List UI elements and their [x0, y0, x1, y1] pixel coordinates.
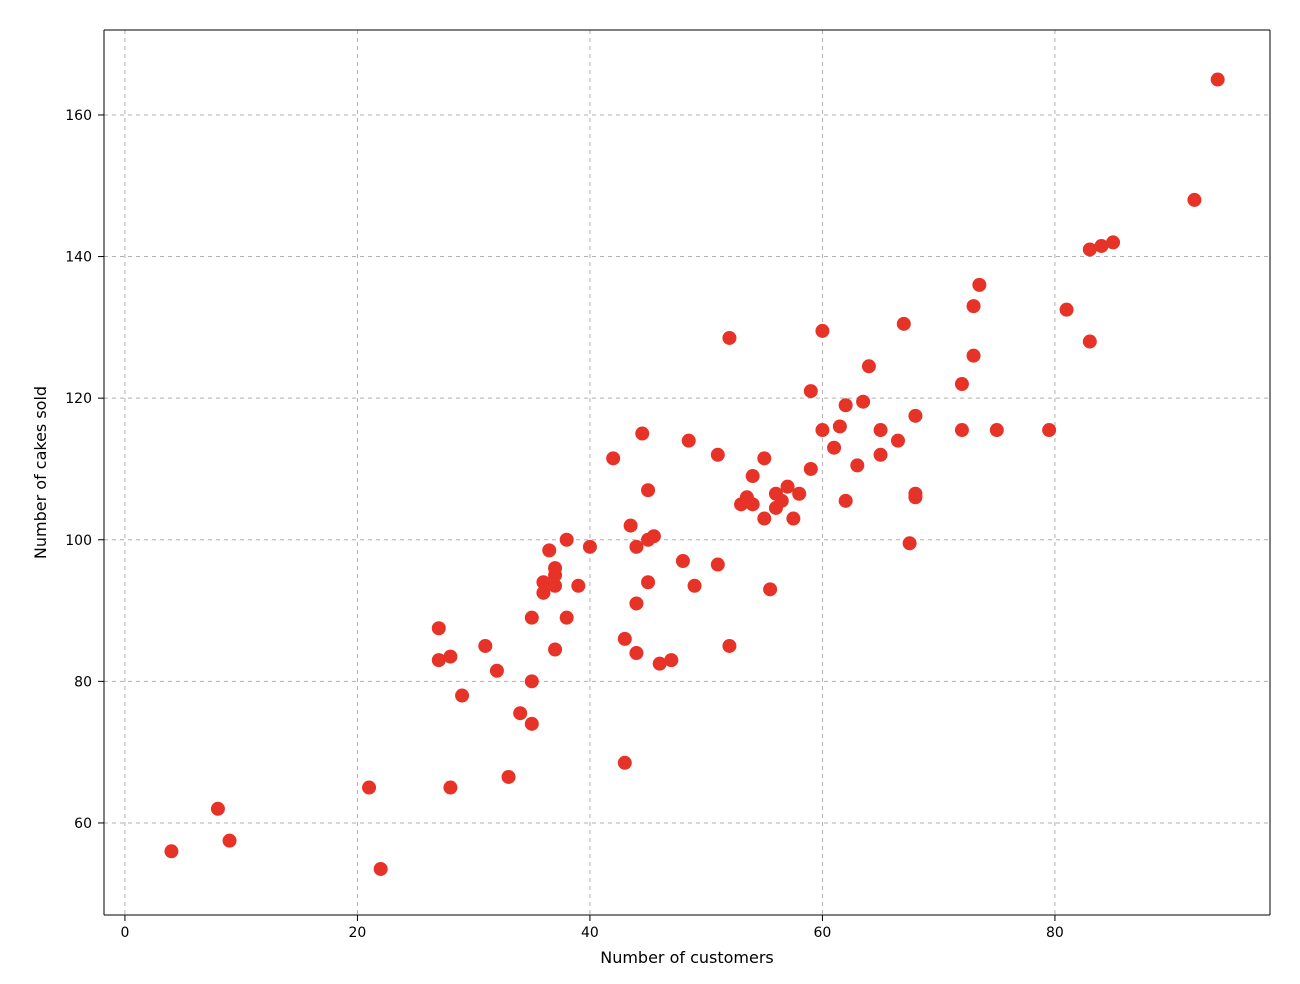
y-tick-label: 140 — [65, 250, 92, 266]
scatter-point — [711, 448, 725, 462]
scatter-point — [804, 384, 818, 398]
scatter-point — [478, 639, 492, 653]
scatter-point — [815, 423, 829, 437]
scatter-point — [624, 519, 638, 533]
scatter-point — [1083, 335, 1097, 349]
chart-svg: 0 20 40 60 80 60 80 100 120 140 160 Number of custo… — [0, 0, 1300, 984]
y-tick-label: 60 — [74, 816, 92, 832]
x-tick-label: 0 — [120, 925, 129, 941]
scatter-point — [967, 349, 981, 363]
scatter-point — [874, 448, 888, 462]
scatter-point — [955, 423, 969, 437]
scatter-point — [792, 487, 806, 501]
scatter-point — [908, 487, 922, 501]
scatter-point — [618, 756, 632, 770]
scatter-point — [223, 834, 237, 848]
scatter-point — [629, 646, 643, 660]
scatter-point — [891, 434, 905, 448]
scatter-point — [850, 458, 864, 472]
scatter-point — [164, 844, 178, 858]
scatter-point — [839, 398, 853, 412]
scatter-point — [542, 543, 556, 557]
scatter-point — [362, 781, 376, 795]
scatter-point — [560, 533, 574, 547]
scatter-point — [629, 540, 643, 554]
x-tick-label: 80 — [1046, 925, 1064, 941]
scatter-point — [839, 494, 853, 508]
scatter-point — [972, 278, 986, 292]
scatter-point — [571, 579, 585, 593]
scatter-point — [606, 451, 620, 465]
scatter-point — [722, 639, 736, 653]
scatter-point — [903, 536, 917, 550]
scatter-point — [746, 469, 760, 483]
scatter-point — [897, 317, 911, 331]
scatter-point — [804, 462, 818, 476]
scatter-point — [856, 395, 870, 409]
y-axis-label: Number of cakes sold — [31, 386, 50, 559]
scatter-point — [525, 717, 539, 731]
scatter-point — [862, 359, 876, 373]
scatter-point — [647, 529, 661, 543]
scatter-point — [955, 377, 969, 391]
scatter-point — [560, 611, 574, 625]
scatter-point — [786, 512, 800, 526]
scatter-point — [1042, 423, 1056, 437]
scatter-point — [664, 653, 678, 667]
scatter-point — [525, 674, 539, 688]
scatter-point — [1187, 193, 1201, 207]
y-tick-label: 160 — [65, 108, 92, 124]
scatter-point — [775, 494, 789, 508]
scatter-point — [676, 554, 690, 568]
scatter-point — [502, 770, 516, 784]
scatter-point — [827, 441, 841, 455]
y-tick-label: 100 — [65, 533, 92, 549]
scatter-point — [908, 409, 922, 423]
scatter-point — [781, 480, 795, 494]
scatter-point — [432, 621, 446, 635]
scatter-point — [1106, 235, 1120, 249]
scatter-point — [641, 575, 655, 589]
scatter-point — [455, 689, 469, 703]
scatter-chart: 0 20 40 60 80 60 80 100 120 140 160 Number of custo… — [0, 0, 1300, 984]
scatter-point — [711, 558, 725, 572]
scatter-point — [815, 324, 829, 338]
scatter-point — [722, 331, 736, 345]
scatter-point — [629, 596, 643, 610]
scatter-point — [525, 611, 539, 625]
scatter-point — [583, 540, 597, 554]
scatter-point — [443, 650, 457, 664]
scatter-point — [513, 706, 527, 720]
scatter-point — [874, 423, 888, 437]
scatter-point — [536, 586, 550, 600]
scatter-point — [490, 664, 504, 678]
scatter-point — [548, 561, 562, 575]
scatter-point — [833, 419, 847, 433]
scatter-point — [967, 299, 981, 313]
scatter-point — [757, 451, 771, 465]
scatter-point — [1060, 303, 1074, 317]
scatter-point — [641, 483, 655, 497]
x-tick-label: 60 — [814, 925, 832, 941]
scatter-point — [374, 862, 388, 876]
x-tick-label: 20 — [349, 925, 367, 941]
x-tick-label: 40 — [581, 925, 599, 941]
scatter-point — [746, 497, 760, 511]
scatter-point — [548, 643, 562, 657]
scatter-point — [618, 632, 632, 646]
scatter-point — [688, 579, 702, 593]
y-tick-label: 120 — [65, 391, 92, 407]
scatter-point — [1211, 73, 1225, 87]
x-axis-label: Number of customers — [600, 948, 774, 967]
scatter-point — [443, 781, 457, 795]
scatter-point — [757, 512, 771, 526]
scatter-point — [682, 434, 696, 448]
y-tick-label: 80 — [74, 674, 92, 690]
scatter-point — [211, 802, 225, 816]
scatter-point — [635, 427, 649, 441]
scatter-point — [763, 582, 777, 596]
scatter-point — [990, 423, 1004, 437]
